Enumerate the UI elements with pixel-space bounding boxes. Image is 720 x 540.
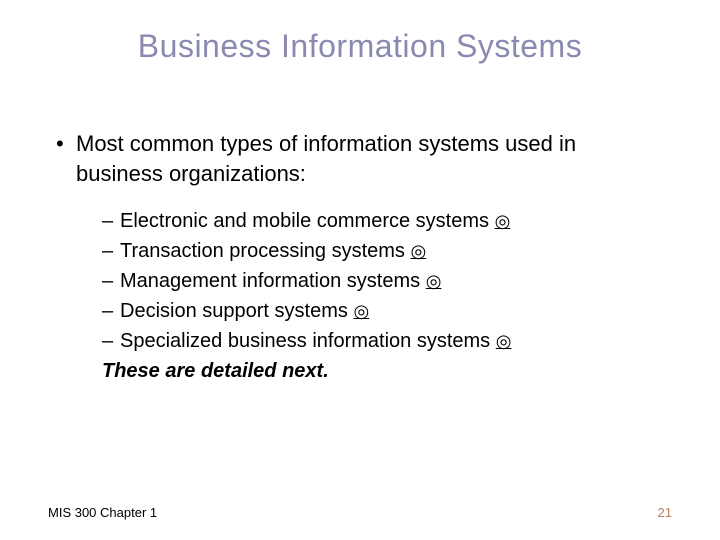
- dash-marker: –: [102, 236, 120, 266]
- dash-marker: –: [102, 326, 120, 356]
- ring-icon: ◎: [353, 298, 369, 325]
- sub-item-text: Decision support systems: [120, 300, 348, 322]
- dash-marker: –: [102, 206, 120, 236]
- dash-marker: –: [102, 266, 120, 296]
- ring-icon: ◎: [496, 328, 512, 355]
- sub-item-text: Electronic and mobile commerce systems: [120, 210, 489, 232]
- sub-item-text: Specialized business information systems: [120, 330, 490, 352]
- ring-icon: ◎: [495, 208, 511, 235]
- list-item: –Specialized business information system…: [102, 326, 672, 356]
- closing-line: These are detailed next.: [102, 356, 672, 386]
- slide-container: Business Information Systems •Most commo…: [0, 0, 720, 540]
- main-bullet-text: Most common types of information systems…: [76, 129, 668, 188]
- list-item: –Electronic and mobile commerce systems …: [102, 206, 672, 236]
- main-bullet: •Most common types of information system…: [56, 129, 672, 188]
- slide-footer: MIS 300 Chapter 1 21: [48, 505, 672, 520]
- slide-title: Business Information Systems: [48, 28, 672, 65]
- footer-left-text: MIS 300 Chapter 1: [48, 505, 157, 520]
- ring-icon: ◎: [410, 238, 426, 265]
- sub-bullet-list: –Electronic and mobile commerce systems …: [102, 206, 672, 386]
- sub-item-text: Transaction processing systems: [120, 240, 405, 262]
- sub-item-text: Management information systems: [120, 270, 420, 292]
- page-number: 21: [658, 505, 672, 520]
- bullet-marker: •: [56, 129, 76, 159]
- list-item: –Transaction processing systems ◎: [102, 236, 672, 266]
- list-item: –Management information systems ◎: [102, 266, 672, 296]
- ring-icon: ◎: [426, 268, 442, 295]
- dash-marker: –: [102, 296, 120, 326]
- list-item: –Decision support systems ◎: [102, 296, 672, 326]
